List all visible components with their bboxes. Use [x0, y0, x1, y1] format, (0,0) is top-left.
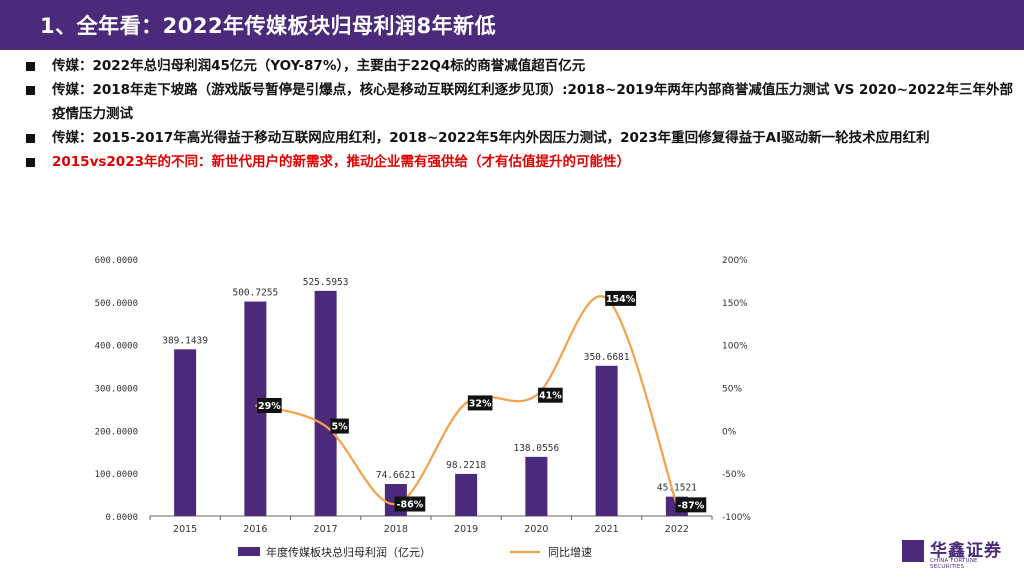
line-value-label: -86% — [397, 500, 424, 511]
bullet-text: 传媒：2022年总归母利润45亿元（YOY-87%），主要由于22Q4标的商誉减… — [52, 58, 586, 74]
bullet-list: 传媒：2022年总归母利润45亿元（YOY-87%），主要由于22Q4标的商誉减… — [24, 54, 1014, 174]
bar — [525, 456, 548, 516]
legend-bar-swatch — [238, 547, 260, 556]
x-tick-label: 2018 — [384, 524, 408, 535]
line-value-label: -87% — [678, 500, 705, 511]
line-value-label: 5% — [332, 422, 349, 433]
x-tick-label: 2021 — [595, 524, 619, 535]
line-label-box — [467, 395, 493, 411]
bar-value-label: 45.1521 — [657, 483, 697, 494]
bar — [174, 349, 197, 516]
bar — [595, 365, 618, 516]
chart-container: 0.0000 100.0000 200.0000 300.0000 400.0000 50… — [0, 240, 1024, 576]
y-left-tick-label: 500.0000 — [95, 299, 138, 309]
x-tick-label: 2017 — [314, 524, 338, 535]
bar-value-label: 500.7255 — [232, 288, 278, 299]
bullet-square-icon — [26, 134, 35, 143]
bar — [244, 301, 267, 516]
bullet-item: 传媒：2022年总归母利润45亿元（YOY-87%），主要由于22Q4标的商誉减… — [24, 54, 1014, 78]
y-left-tick-label: 600.0000 — [95, 256, 138, 266]
x-tick-label: 2019 — [454, 524, 478, 535]
line-value-label: 41% — [539, 391, 562, 402]
y-right-tick-label: 200% — [722, 256, 748, 266]
line-label-box — [675, 497, 707, 513]
line-label-box — [257, 397, 282, 413]
bar-value-label: 98.2218 — [446, 460, 486, 471]
y-right-tick-label: -50% — [722, 470, 746, 480]
bar — [314, 290, 337, 516]
y-left-tick-label: 100.0000 — [95, 470, 138, 480]
y-left-tick-label: 200.0000 — [95, 427, 138, 437]
line-value-label: 32% — [469, 398, 492, 409]
page-title: 1、全年看：2022年传媒板块归母利润8年新低 — [40, 14, 497, 38]
bar-value-label: 525.5953 — [303, 277, 349, 288]
line-label-box — [394, 496, 426, 512]
x-tick-label: 2016 — [243, 524, 267, 535]
bullet-item-highlight: 2015vs2023年的不同：新世代用户的新需求，推动企业需有强供给（才有估值提… — [24, 150, 1014, 174]
logo-mark-icon — [902, 540, 924, 562]
bullet-square-icon — [26, 158, 35, 167]
bar — [455, 473, 478, 516]
line-value-label: 29% — [258, 401, 281, 412]
line-label-box — [330, 418, 349, 434]
bullet-text: 2015vs2023年的不同：新世代用户的新需求，推动企业需有强供给（才有估值提… — [52, 154, 630, 170]
x-tick-label: 2015 — [173, 524, 197, 535]
bullet-text: 传媒：2018年走下坡路（游戏版号暂停是引爆点，核心是移动互联网红利逐步见顶）:… — [52, 82, 1013, 122]
logo-name-en: CHINA FORTUNE SECURITIES — [930, 558, 978, 570]
line-label-box — [538, 387, 563, 403]
bullet-square-icon — [26, 86, 35, 95]
y-left-tick-label: 300.0000 — [95, 385, 138, 395]
bar-value-label: 350.6681 — [584, 352, 630, 363]
x-tick-label: 2020 — [524, 524, 548, 535]
company-logo: 华鑫证券 CHINA FORTUNE SECURITIES — [902, 536, 1012, 570]
y-right-tick-label: -100% — [722, 513, 751, 523]
bullet-square-icon — [26, 62, 35, 71]
y-left-tick-label: 0.0000 — [105, 513, 138, 523]
bullet-text: 传媒：2015-2017年高光得益于移动互联网应用红利，2018~2022年5年… — [52, 130, 930, 146]
bar-value-label: 138.0556 — [513, 443, 559, 454]
line-label-box — [605, 290, 637, 306]
bar-value-label: 389.1439 — [162, 335, 208, 346]
title-bar: 1、全年看：2022年传媒板块归母利润8年新低 — [0, 0, 1024, 50]
y-right-tick-label: 50% — [722, 385, 742, 395]
bullet-item: 传媒：2015-2017年高光得益于移动互联网应用红利，2018~2022年5年… — [24, 126, 1014, 150]
legend-line-label: 同比增速 — [548, 545, 592, 559]
y-left-tick-label: 400.0000 — [95, 342, 138, 352]
bar-value-label: 74.6621 — [376, 470, 416, 481]
logo-name-cn: 华鑫证券 — [930, 541, 1002, 561]
y-right-tick-label: 0% — [722, 427, 737, 437]
line-value-label: 154% — [606, 294, 636, 305]
combo-chart: 0.0000 100.0000 200.0000 300.0000 400.0000 50… — [95, 256, 752, 559]
bullet-item: 传媒：2018年走下坡路（游戏版号暂停是引爆点，核心是移动互联网红利逐步见顶）:… — [24, 78, 1014, 126]
x-tick-label: 2022 — [665, 524, 689, 535]
y-right-tick-label: 150% — [722, 299, 748, 309]
y-right-tick-label: 100% — [722, 342, 748, 352]
legend-bar-label: 年度传媒板块总归母利润（亿元） — [266, 545, 431, 559]
